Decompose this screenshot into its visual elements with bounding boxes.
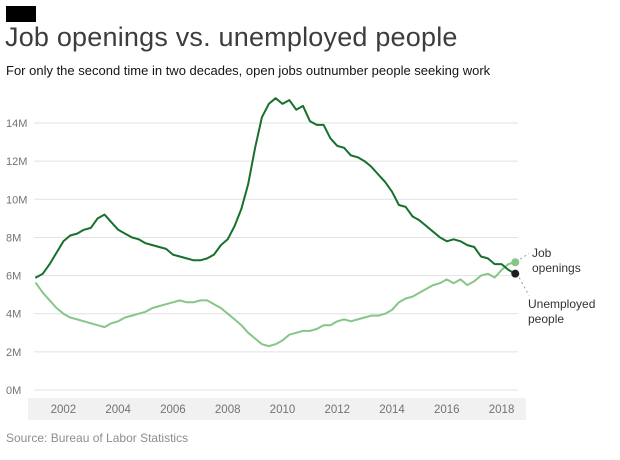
x-tick-label: 2008 bbox=[215, 404, 241, 416]
series-label-line: Unemployed bbox=[528, 297, 596, 311]
logo-mark bbox=[6, 6, 36, 22]
x-tick-label: 2010 bbox=[270, 404, 296, 416]
series-line-unemployed bbox=[35, 97, 517, 279]
x-tick-label: 2012 bbox=[324, 404, 350, 416]
page-title: Job openings vs. unemployed people bbox=[5, 22, 458, 52]
x-tick-label: 2004 bbox=[105, 404, 131, 416]
y-tick-label: 14M bbox=[6, 118, 27, 130]
end-dot-unemployed bbox=[511, 269, 520, 278]
y-tick-label: 8M bbox=[6, 232, 21, 244]
series-line-job-openings bbox=[35, 261, 517, 348]
y-tick-label: 12M bbox=[6, 156, 27, 168]
x-tick-label: 2016 bbox=[434, 404, 460, 416]
series-label-line: people bbox=[528, 312, 565, 326]
series-label-unemployed: Unemployed people bbox=[528, 297, 595, 327]
line-chart: 0M 2M 4M 6M 8M 10M 12M 14M 2002 2004 2006 2008 2010 2… bbox=[6, 97, 530, 420]
connector-unemployed bbox=[518, 277, 530, 296]
y-tick-label: 10M bbox=[6, 194, 27, 206]
x-axis-band bbox=[28, 398, 526, 420]
x-tick-label: 2006 bbox=[160, 404, 186, 416]
series-label-line: Job bbox=[532, 246, 552, 260]
source-note: Source: Bureau of Labor Statistics bbox=[6, 431, 189, 445]
y-tick-label: 0M bbox=[6, 385, 21, 397]
page-subtitle: For only the second time in two decades,… bbox=[6, 63, 491, 78]
y-tick-label: 4M bbox=[6, 309, 21, 321]
x-tick-label: 2014 bbox=[379, 404, 405, 416]
y-tick-label: 2M bbox=[6, 347, 21, 359]
y-tick-label: 6M bbox=[6, 271, 21, 283]
x-tick-label: 2018 bbox=[489, 404, 515, 416]
series-label-job-openings: Job openings bbox=[532, 246, 581, 276]
series-label-line: openings bbox=[532, 261, 581, 275]
connector-job-openings bbox=[519, 252, 530, 260]
x-tick-label: 2002 bbox=[51, 404, 77, 416]
end-dot-job-openings bbox=[511, 258, 520, 267]
